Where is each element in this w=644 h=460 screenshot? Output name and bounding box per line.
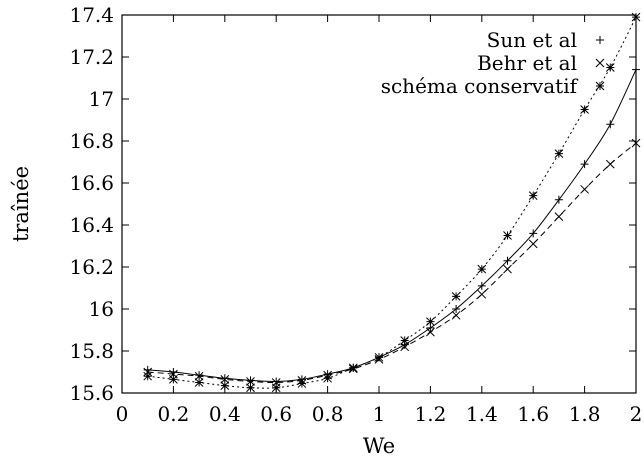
- legend-label: schéma conservatif: [381, 74, 579, 98]
- series-star: [143, 12, 641, 393]
- data-point: [374, 352, 384, 362]
- data-point: [297, 379, 307, 388]
- data-point: [426, 327, 435, 337]
- y-tick-label: 15.6: [69, 381, 114, 405]
- data-point: [477, 264, 487, 274]
- data-point: [246, 383, 255, 393]
- data-point: [477, 281, 486, 290]
- data-point: [400, 336, 410, 345]
- y-tick-label: 17: [89, 87, 114, 111]
- x-tick-label: 1.4: [466, 402, 498, 426]
- data-point: [529, 229, 538, 238]
- y-tick-label: 16.4: [69, 213, 114, 237]
- data-point: [220, 374, 229, 383]
- data-point: [143, 371, 153, 381]
- y-tick-label: 16: [89, 297, 114, 321]
- data-point: [580, 160, 589, 169]
- data-point: [606, 120, 615, 129]
- y-tick-label: 15.8: [69, 339, 114, 363]
- data-point: [554, 212, 564, 221]
- legend-label: Sun et al: [487, 28, 577, 52]
- data-point: [246, 376, 255, 385]
- x-tick-label: 1.8: [569, 402, 601, 426]
- x-tick-label: 1: [373, 402, 386, 426]
- axis-ticks: 0 0.2 0.4 0.6 0.8 1 1.2 1.4 1.6 1.8 2 15.6 15.8 16 16.…: [69, 3, 642, 426]
- data-point: [195, 371, 204, 380]
- legend-label: Behr et al: [477, 51, 577, 75]
- legend-marker: [595, 81, 605, 91]
- data-point: [528, 239, 538, 249]
- data-point: [400, 342, 410, 352]
- data-point: [220, 381, 230, 391]
- x-tick-label: 0.8: [312, 402, 344, 426]
- data-point: [632, 65, 640, 74]
- data-point: [169, 374, 178, 384]
- data-point: [503, 256, 512, 265]
- series-layer: [143, 12, 641, 393]
- data-point: [323, 373, 332, 383]
- x-tick-label: 0.4: [209, 402, 241, 426]
- x-axis-label: We: [363, 434, 395, 458]
- y-tick-label: 16.6: [69, 171, 114, 195]
- legend-marker: [595, 58, 605, 68]
- x-tick-label: 0: [116, 402, 129, 426]
- data-point: [451, 310, 461, 320]
- x-tick-label: 0.6: [260, 402, 292, 426]
- y-tick-label: 16.2: [69, 255, 114, 279]
- data-point: [554, 149, 564, 158]
- series-line: [147, 69, 637, 382]
- y-tick-label: 17.4: [69, 3, 114, 27]
- y-axis-label: traînée: [9, 166, 33, 242]
- data-point: [220, 374, 230, 384]
- data-point: [580, 184, 589, 194]
- data-point: [452, 305, 461, 313]
- series-line: [147, 142, 637, 384]
- data-point: [503, 264, 512, 274]
- data-point: [194, 371, 204, 381]
- data-point: [271, 383, 281, 393]
- data-point: [554, 195, 563, 204]
- x-tick-label: 1.6: [517, 402, 549, 426]
- legend-marker: [596, 36, 604, 44]
- data-point: [143, 367, 153, 377]
- x-tick-label: 0.2: [157, 402, 189, 426]
- data-point: [426, 317, 435, 326]
- data-point: [451, 292, 461, 301]
- series-cross: [143, 138, 641, 387]
- y-tick-label: 16.8: [69, 129, 114, 153]
- series-plus: [143, 65, 640, 386]
- data-point: [503, 231, 512, 240]
- x-tick-label: 1.2: [414, 402, 446, 426]
- data-point: [477, 289, 487, 299]
- x-tick-label: 2: [630, 402, 643, 426]
- data-point: [348, 363, 358, 373]
- data-point: [605, 159, 615, 169]
- data-point: [631, 138, 641, 148]
- data-point: [631, 12, 641, 22]
- data-point: [528, 191, 538, 200]
- data-point: [605, 63, 615, 72]
- y-tick-label: 17.2: [69, 45, 114, 69]
- data-point: [580, 105, 589, 114]
- data-point: [194, 378, 204, 387]
- data-point: [246, 377, 255, 386]
